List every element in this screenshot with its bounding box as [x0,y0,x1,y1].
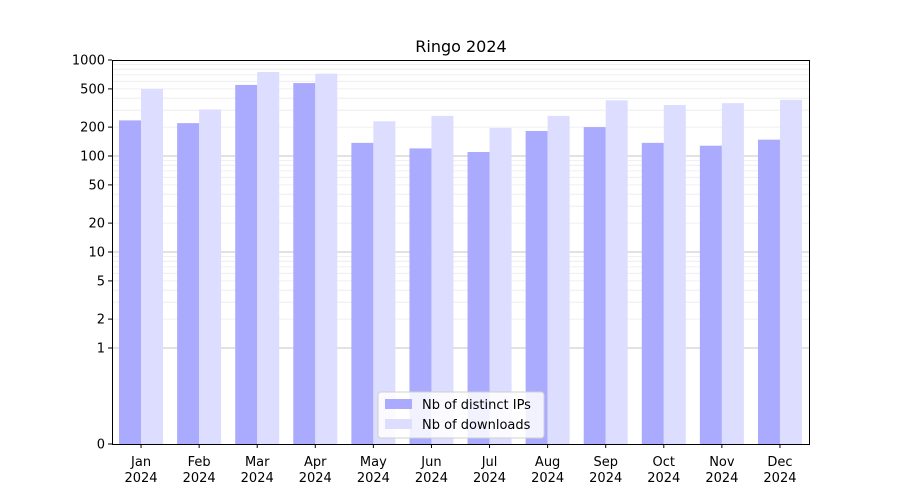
x-tick-label-year: 2024 [241,471,274,486]
x-tick-label-year: 2024 [705,471,738,486]
x-tick-label-month: Dec [767,455,792,470]
bar-distinct-ips [467,152,490,444]
bar-distinct-ips [293,83,316,444]
legend-label: Nb of distinct IPs [422,398,531,413]
legend-box [377,391,545,439]
x-tick-label-year: 2024 [763,471,796,486]
x-tick-label-year: 2024 [415,471,448,486]
bar-distinct-ips [757,139,780,444]
legend-swatch [385,399,412,409]
bar-downloads [257,71,280,445]
y-tick-label: 10 [88,246,105,261]
chart-title: Ringo 2024 [415,37,506,56]
x-tick-label-month: Apr [304,455,327,470]
y-tick-label: 100 [80,150,105,165]
x-tick-label-year: 2024 [589,471,622,486]
bar-distinct-ips [641,142,664,445]
bar-downloads [431,115,454,444]
bar-downloads [373,121,396,445]
x-tick-label-month: Nov [709,455,735,470]
bar-distinct-ips [177,123,200,444]
y-tick-label: 1000 [72,54,105,69]
bars [119,71,802,445]
x-tick-label-month: Aug [535,455,560,470]
x-tick-label-month: May [360,455,387,470]
grid-lines [112,63,809,349]
bar-distinct-ips [699,145,722,445]
x-tick-label-year: 2024 [124,471,157,486]
x-tick-label-month: Mar [245,455,270,470]
x-tick-label-month: Feb [188,455,211,470]
y-tick-label: 200 [80,121,105,136]
bar-downloads [199,109,222,445]
x-tick-label-month: Jun [420,455,441,470]
bar-downloads [547,115,570,444]
y-tick-label: 500 [80,82,105,97]
bar-distinct-ips [525,131,548,444]
x-axis: Jan2024Feb2024Mar2024Apr2024May2024Jun20… [124,444,797,486]
bar-downloads [141,88,164,445]
x-tick-label-year: 2024 [531,471,564,486]
y-tick-label: 2 [97,313,105,328]
bar-downloads [721,103,744,445]
x-tick-label-month: Sep [593,455,618,470]
bar-downloads [663,104,686,444]
x-tick-label-year: 2024 [473,471,506,486]
x-tick-label-month: Jan [130,455,151,470]
plot-frame [112,60,810,445]
bar-distinct-ips [119,120,142,444]
y-tick-label: 5 [97,274,105,289]
bar-distinct-ips [235,84,258,445]
x-tick-label-year: 2024 [357,471,390,486]
bar-distinct-ips [351,142,374,445]
bar-downloads [315,73,338,445]
y-tick-label: 1 [97,342,105,357]
legend: Nb of distinct IPs Nb of downloads [377,391,545,439]
bar-downloads [489,127,512,444]
legend-label: Nb of downloads [422,418,531,433]
x-tick-label-month: Oct [653,455,675,470]
bar-downloads [605,100,628,445]
x-tick-label-year: 2024 [647,471,680,486]
bar-downloads [779,99,802,444]
x-tick-label-year: 2024 [183,471,216,486]
y-axis: 0 1 2 5 10 20 50 100 200 500 1000 [72,54,112,453]
y-tick-label: 20 [88,217,105,232]
x-tick-label-year: 2024 [299,471,332,486]
x-tick-label-month: Jul [481,455,498,470]
y-tick-label: 50 [88,178,105,193]
bar-distinct-ips [583,127,606,444]
legend-swatch [385,419,412,429]
y-tick-label: 0 [97,438,105,453]
bar-distinct-ips [409,148,432,444]
